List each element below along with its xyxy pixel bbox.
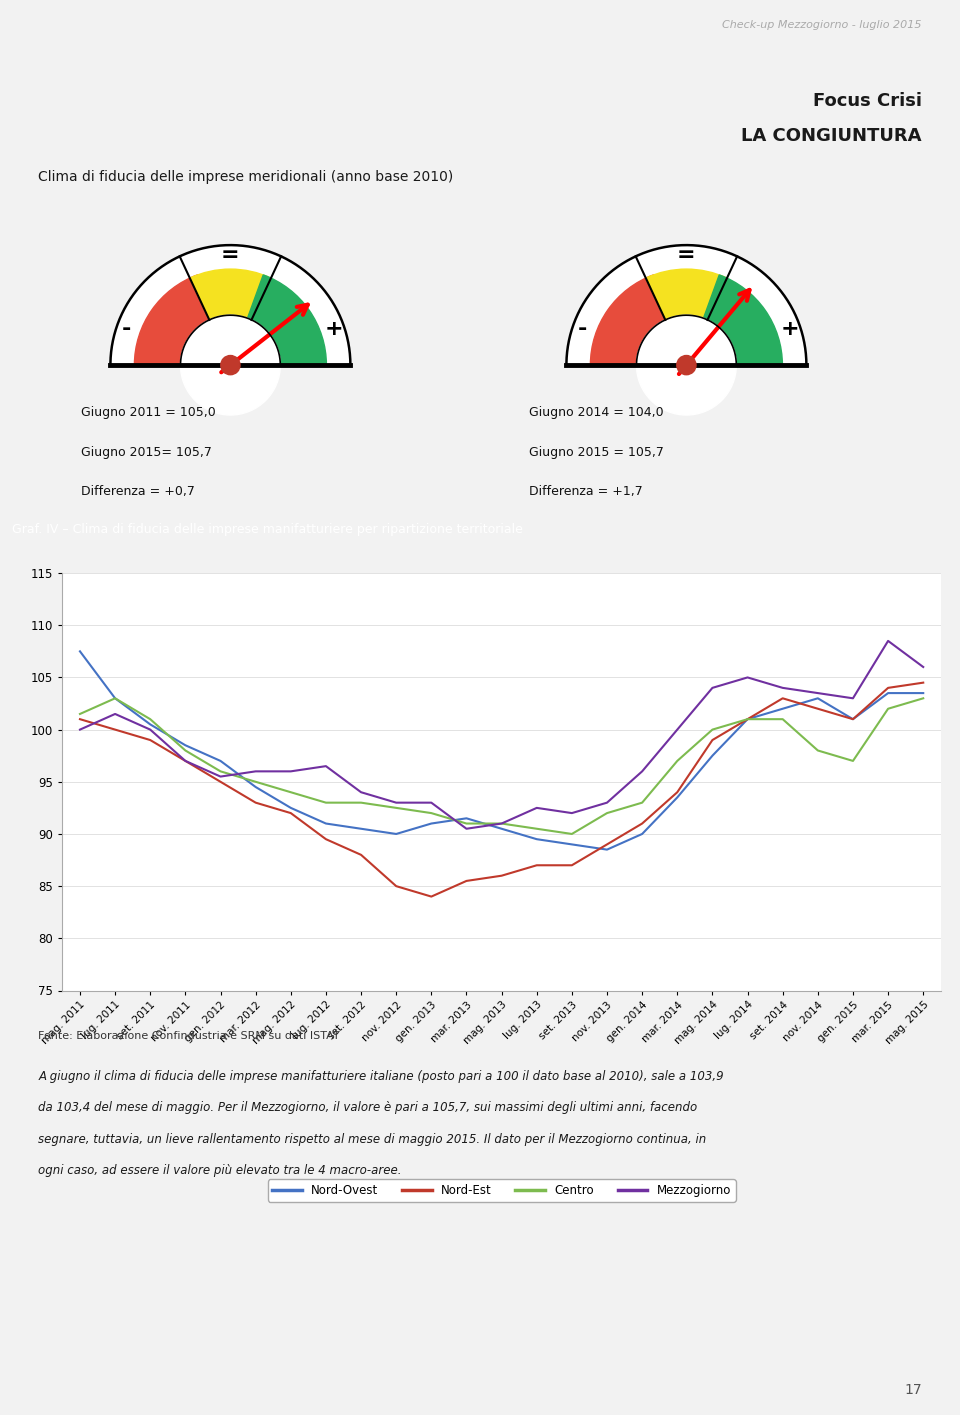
Text: Differenza = +0,7: Differenza = +0,7 [82, 485, 195, 498]
Circle shape [636, 316, 736, 415]
Text: +: + [324, 318, 344, 338]
Text: Focus Crisi: Focus Crisi [812, 92, 922, 110]
Text: Clima di fiducia delle imprese meridionali (anno base 2010): Clima di fiducia delle imprese meridiona… [38, 170, 454, 184]
Text: =: = [677, 245, 696, 265]
Legend: Nord-Ovest, Nord-Est, Centro, Mezzogiorno: Nord-Ovest, Nord-Est, Centro, Mezzogiorn… [268, 1179, 735, 1201]
Wedge shape [646, 269, 727, 365]
Text: Giugno 2015= 105,7: Giugno 2015= 105,7 [82, 446, 212, 458]
Circle shape [221, 355, 240, 375]
Text: -: - [122, 318, 132, 338]
Wedge shape [134, 275, 230, 365]
Text: da 103,4 del mese di maggio. Per il Mezzogiorno, il valore è pari a 105,7, sui m: da 103,4 del mese di maggio. Per il Mezz… [38, 1101, 698, 1115]
Text: A giugno il clima di fiducia delle imprese manifatturiere italiane (posto pari a: A giugno il clima di fiducia delle impre… [38, 1070, 724, 1084]
Text: =: = [221, 245, 240, 265]
Text: 17: 17 [904, 1382, 922, 1397]
Text: Fonte: Elaborazione Confindustria e SRM su dati ISTAT: Fonte: Elaborazione Confindustria e SRM … [38, 1032, 340, 1041]
Text: Giugno 2011 = 105,0: Giugno 2011 = 105,0 [82, 406, 216, 419]
Wedge shape [190, 269, 271, 365]
Text: segnare, tuttavia, un lieve rallentamento rispetto al mese di maggio 2015. Il da: segnare, tuttavia, un lieve rallentament… [38, 1132, 707, 1146]
Circle shape [180, 316, 280, 415]
Circle shape [677, 355, 696, 375]
Text: -: - [578, 318, 588, 338]
Wedge shape [566, 245, 806, 365]
Text: Check-up Mezzogiorno - luglio 2015: Check-up Mezzogiorno - luglio 2015 [722, 20, 922, 30]
Wedge shape [590, 275, 686, 365]
Text: Giugno 2015 = 105,7: Giugno 2015 = 105,7 [529, 446, 663, 458]
Text: +: + [780, 318, 800, 338]
Text: Giugno 2014 = 104,0: Giugno 2014 = 104,0 [529, 406, 663, 419]
Text: Differenza = +1,7: Differenza = +1,7 [529, 485, 642, 498]
Text: LA CONGIUNTURA: LA CONGIUNTURA [741, 127, 922, 146]
Wedge shape [230, 275, 326, 365]
Text: Graf. IV – Clima di fiducia delle imprese manifatturiere per ripartizione territ: Graf. IV – Clima di fiducia delle impres… [12, 522, 522, 536]
Text: ogni caso, ad essere il valore più elevato tra le 4 macro-aree.: ogni caso, ad essere il valore più eleva… [38, 1163, 402, 1177]
Wedge shape [110, 245, 350, 365]
Wedge shape [686, 275, 782, 365]
